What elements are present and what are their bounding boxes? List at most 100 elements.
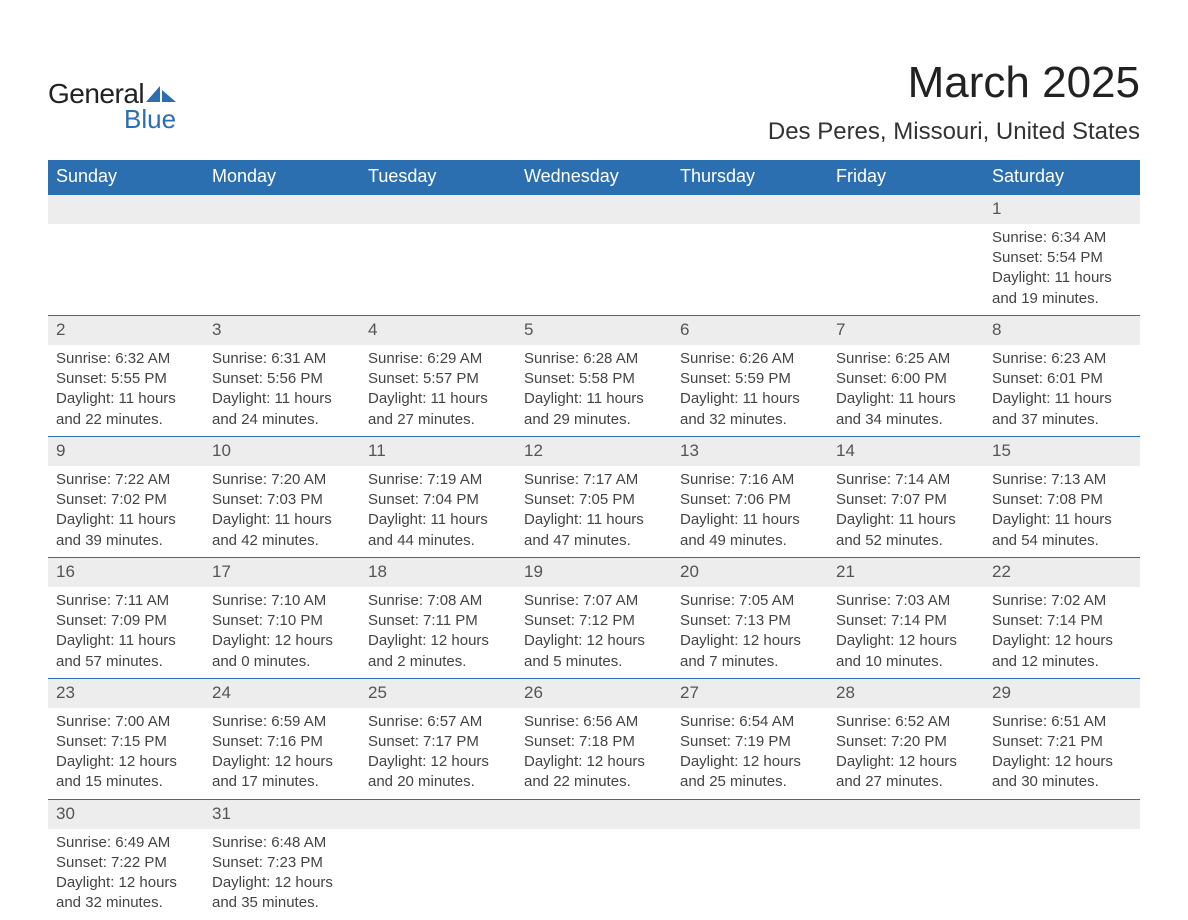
calendar-empty: . bbox=[516, 194, 672, 315]
day-number: 12 bbox=[516, 437, 672, 466]
calendar-empty: . bbox=[672, 799, 828, 919]
calendar-day: 8Sunrise: 6:23 AMSunset: 6:01 PMDaylight… bbox=[984, 315, 1140, 436]
sunrise-line: Sunrise: 7:16 AM bbox=[680, 470, 820, 490]
calendar-day: 26Sunrise: 6:56 AMSunset: 7:18 PMDayligh… bbox=[516, 678, 672, 799]
calendar-day: 23Sunrise: 7:00 AMSunset: 7:15 PMDayligh… bbox=[48, 678, 204, 799]
weekday-row: SundayMondayTuesdayWednesdayThursdayFrid… bbox=[48, 160, 1140, 194]
sunrise-line: Sunrise: 7:07 AM bbox=[524, 591, 664, 611]
calendar-row: 2Sunrise: 6:32 AMSunset: 5:55 PMDaylight… bbox=[48, 315, 1140, 436]
sunrise-line: Sunrise: 6:31 AM bbox=[212, 349, 352, 369]
day-details: Sunrise: 7:16 AMSunset: 7:06 PMDaylight:… bbox=[672, 466, 828, 557]
day-number: 4 bbox=[360, 316, 516, 345]
sunrise-line: Sunrise: 6:23 AM bbox=[992, 349, 1132, 369]
sunset-line: Sunset: 7:05 PM bbox=[524, 490, 664, 510]
daylight-line: Daylight: 11 hours and 42 minutes. bbox=[212, 510, 352, 551]
daylight-line: Daylight: 11 hours and 54 minutes. bbox=[992, 510, 1132, 551]
day-details bbox=[516, 224, 672, 315]
calendar-empty: . bbox=[360, 799, 516, 919]
sunrise-line: Sunrise: 7:02 AM bbox=[992, 591, 1132, 611]
calendar-empty: . bbox=[48, 194, 204, 315]
weekday-header: Wednesday bbox=[516, 160, 672, 194]
day-number: . bbox=[360, 195, 516, 224]
calendar-row: 9Sunrise: 7:22 AMSunset: 7:02 PMDaylight… bbox=[48, 436, 1140, 557]
weekday-header: Tuesday bbox=[360, 160, 516, 194]
day-details: Sunrise: 6:59 AMSunset: 7:16 PMDaylight:… bbox=[204, 708, 360, 799]
daylight-line: Daylight: 12 hours and 7 minutes. bbox=[680, 631, 820, 672]
sunrise-line: Sunrise: 7:05 AM bbox=[680, 591, 820, 611]
sunset-line: Sunset: 7:11 PM bbox=[368, 611, 508, 631]
day-number: 17 bbox=[204, 558, 360, 587]
sunset-line: Sunset: 5:54 PM bbox=[992, 248, 1132, 268]
day-number: . bbox=[516, 800, 672, 829]
daylight-line: Daylight: 11 hours and 47 minutes. bbox=[524, 510, 664, 551]
day-number: 20 bbox=[672, 558, 828, 587]
day-details: Sunrise: 7:20 AMSunset: 7:03 PMDaylight:… bbox=[204, 466, 360, 557]
day-details bbox=[828, 829, 984, 920]
day-number: 10 bbox=[204, 437, 360, 466]
sunset-line: Sunset: 7:18 PM bbox=[524, 732, 664, 752]
calendar-day: 12Sunrise: 7:17 AMSunset: 7:05 PMDayligh… bbox=[516, 436, 672, 557]
daylight-line: Daylight: 11 hours and 22 minutes. bbox=[56, 389, 196, 430]
sunset-line: Sunset: 7:20 PM bbox=[836, 732, 976, 752]
calendar-day: 27Sunrise: 6:54 AMSunset: 7:19 PMDayligh… bbox=[672, 678, 828, 799]
sunrise-line: Sunrise: 7:20 AM bbox=[212, 470, 352, 490]
day-number: . bbox=[672, 195, 828, 224]
day-number: 16 bbox=[48, 558, 204, 587]
day-details: Sunrise: 7:17 AMSunset: 7:05 PMDaylight:… bbox=[516, 466, 672, 557]
calendar-empty: . bbox=[516, 799, 672, 919]
daylight-line: Daylight: 11 hours and 24 minutes. bbox=[212, 389, 352, 430]
weekday-header: Monday bbox=[204, 160, 360, 194]
day-details bbox=[516, 829, 672, 920]
day-number: 6 bbox=[672, 316, 828, 345]
sunrise-line: Sunrise: 6:26 AM bbox=[680, 349, 820, 369]
sunset-line: Sunset: 6:00 PM bbox=[836, 369, 976, 389]
calendar-day: 28Sunrise: 6:52 AMSunset: 7:20 PMDayligh… bbox=[828, 678, 984, 799]
calendar-day: 3Sunrise: 6:31 AMSunset: 5:56 PMDaylight… bbox=[204, 315, 360, 436]
calendar-day: 30Sunrise: 6:49 AMSunset: 7:22 PMDayligh… bbox=[48, 799, 204, 919]
sunset-line: Sunset: 6:01 PM bbox=[992, 369, 1132, 389]
day-number: 5 bbox=[516, 316, 672, 345]
day-number: 27 bbox=[672, 679, 828, 708]
weekday-header: Sunday bbox=[48, 160, 204, 194]
sunrise-line: Sunrise: 7:13 AM bbox=[992, 470, 1132, 490]
day-number: . bbox=[672, 800, 828, 829]
day-details: Sunrise: 6:52 AMSunset: 7:20 PMDaylight:… bbox=[828, 708, 984, 799]
day-details bbox=[828, 224, 984, 315]
daylight-line: Daylight: 11 hours and 19 minutes. bbox=[992, 268, 1132, 309]
day-number: 23 bbox=[48, 679, 204, 708]
daylight-line: Daylight: 11 hours and 57 minutes. bbox=[56, 631, 196, 672]
calendar-empty: . bbox=[360, 194, 516, 315]
calendar-day: 21Sunrise: 7:03 AMSunset: 7:14 PMDayligh… bbox=[828, 557, 984, 678]
calendar-day: 13Sunrise: 7:16 AMSunset: 7:06 PMDayligh… bbox=[672, 436, 828, 557]
sunset-line: Sunset: 7:14 PM bbox=[836, 611, 976, 631]
day-number: . bbox=[360, 800, 516, 829]
calendar-table: SundayMondayTuesdayWednesdayThursdayFrid… bbox=[48, 160, 1140, 920]
sunset-line: Sunset: 7:21 PM bbox=[992, 732, 1132, 752]
daylight-line: Daylight: 12 hours and 12 minutes. bbox=[992, 631, 1132, 672]
sunrise-line: Sunrise: 6:51 AM bbox=[992, 712, 1132, 732]
sunset-line: Sunset: 7:22 PM bbox=[56, 853, 196, 873]
weekday-header: Thursday bbox=[672, 160, 828, 194]
sunset-line: Sunset: 5:57 PM bbox=[368, 369, 508, 389]
calendar-day: 16Sunrise: 7:11 AMSunset: 7:09 PMDayligh… bbox=[48, 557, 204, 678]
sunrise-line: Sunrise: 6:29 AM bbox=[368, 349, 508, 369]
daylight-line: Daylight: 12 hours and 35 minutes. bbox=[212, 873, 352, 914]
weekday-header: Saturday bbox=[984, 160, 1140, 194]
sunset-line: Sunset: 7:14 PM bbox=[992, 611, 1132, 631]
sunrise-line: Sunrise: 7:10 AM bbox=[212, 591, 352, 611]
sunrise-line: Sunrise: 6:48 AM bbox=[212, 833, 352, 853]
day-number: 31 bbox=[204, 800, 360, 829]
day-number: 30 bbox=[48, 800, 204, 829]
sunrise-line: Sunrise: 6:52 AM bbox=[836, 712, 976, 732]
location: Des Peres, Missouri, United States bbox=[768, 118, 1140, 146]
day-details: Sunrise: 7:02 AMSunset: 7:14 PMDaylight:… bbox=[984, 587, 1140, 678]
sunrise-line: Sunrise: 7:11 AM bbox=[56, 591, 196, 611]
daylight-line: Daylight: 12 hours and 5 minutes. bbox=[524, 631, 664, 672]
day-number: 19 bbox=[516, 558, 672, 587]
calendar-row: 30Sunrise: 6:49 AMSunset: 7:22 PMDayligh… bbox=[48, 799, 1140, 919]
calendar-day: 7Sunrise: 6:25 AMSunset: 6:00 PMDaylight… bbox=[828, 315, 984, 436]
day-details: Sunrise: 7:00 AMSunset: 7:15 PMDaylight:… bbox=[48, 708, 204, 799]
calendar-day: 9Sunrise: 7:22 AMSunset: 7:02 PMDaylight… bbox=[48, 436, 204, 557]
calendar-day: 25Sunrise: 6:57 AMSunset: 7:17 PMDayligh… bbox=[360, 678, 516, 799]
calendar-row: 16Sunrise: 7:11 AMSunset: 7:09 PMDayligh… bbox=[48, 557, 1140, 678]
